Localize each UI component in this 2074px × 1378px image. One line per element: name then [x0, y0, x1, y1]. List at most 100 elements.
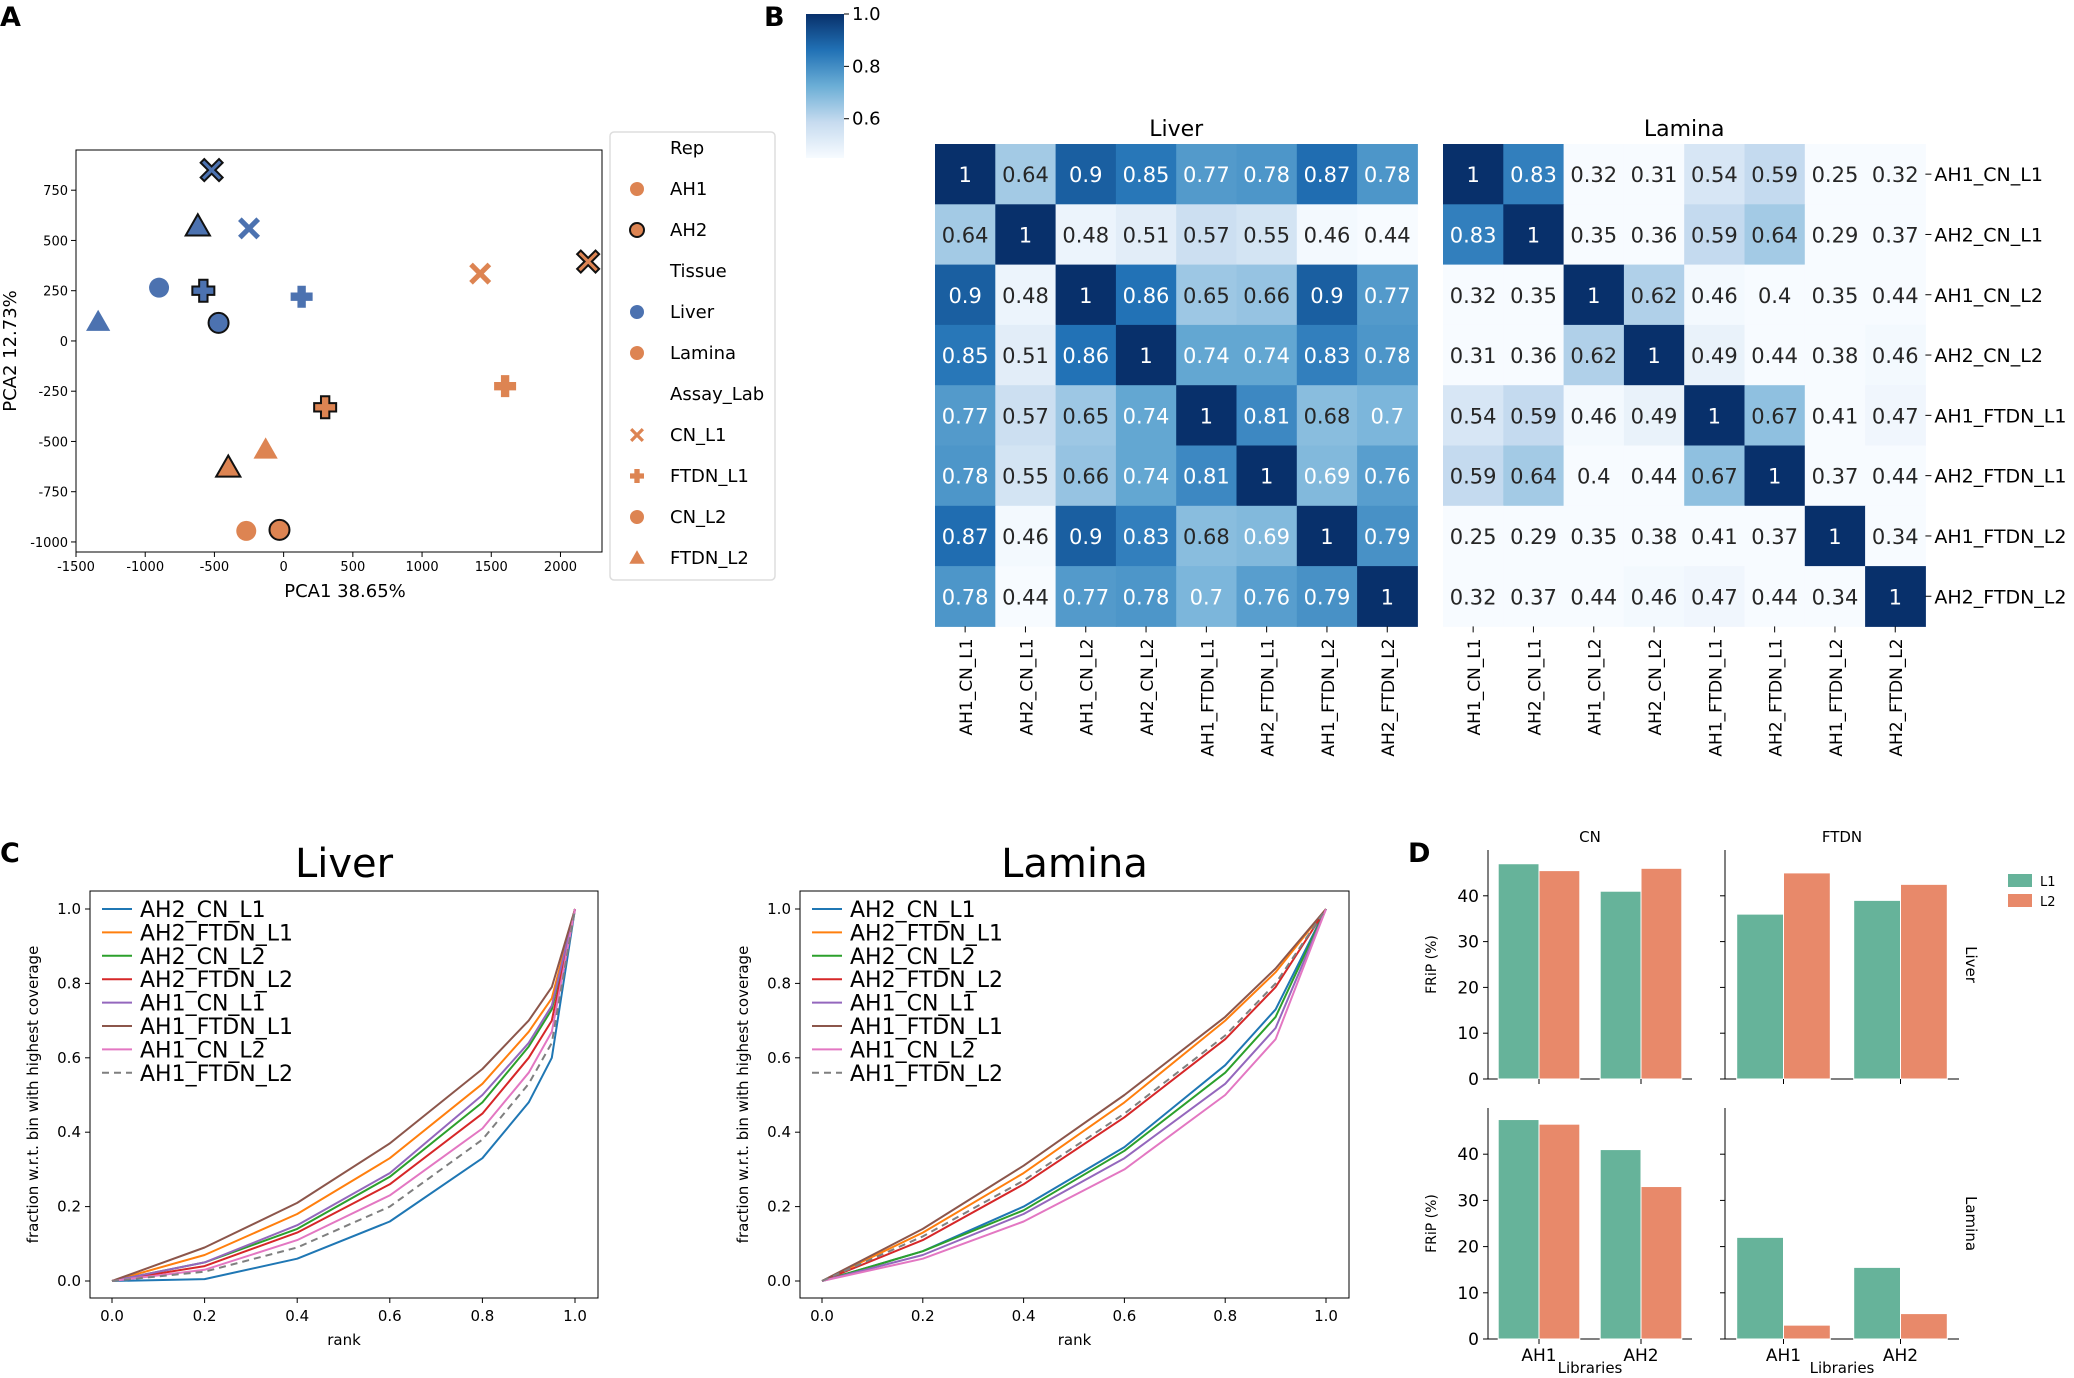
- heatmap-value: 0.83: [1123, 525, 1170, 549]
- y-tick-label: 0.8: [57, 974, 81, 992]
- heatmap-value: 0.49: [1631, 404, 1678, 428]
- y-tick-label: 0.4: [767, 1123, 791, 1141]
- heatmap-cell: [1115, 204, 1177, 266]
- heatmap-value: 0.81: [1183, 465, 1230, 489]
- row-label: AH1_CN_L2: [1934, 285, 2043, 307]
- x-tick-label: 1.0: [1314, 1307, 1338, 1325]
- legend-header: Rep: [670, 138, 704, 159]
- y-tick-label: 0.4: [57, 1123, 81, 1141]
- heatmap-value: 0.62: [1631, 284, 1678, 308]
- panel-label: D: [1408, 838, 1430, 869]
- x-tick-label: 2000: [544, 560, 577, 575]
- row-label: AH2_CN_L1: [1934, 224, 2043, 246]
- bar: [1497, 863, 1540, 1080]
- heatmap-value: 0.44: [1872, 284, 1919, 308]
- heatmap-cell: [1443, 204, 1504, 266]
- heatmap-value: 0.36: [1631, 223, 1678, 247]
- heatmap-cell: [1623, 324, 1685, 386]
- legend-marker: [630, 182, 644, 196]
- heatmap-value: 0.74: [1123, 404, 1170, 428]
- heatmap-value: 0.32: [1872, 163, 1919, 187]
- heatmap-value: 0.46: [1631, 585, 1678, 609]
- heatmap-cell: [935, 505, 996, 567]
- heatmap-cell: [1115, 385, 1177, 446]
- heatmap-cell: [1443, 144, 1504, 205]
- heatmap-value: 1: [1647, 344, 1660, 368]
- row-label: AH1_CN_L1: [1934, 164, 2043, 186]
- heatmap-cell: [1357, 324, 1418, 386]
- y-tick-label: 0.2: [767, 1198, 791, 1216]
- heatmap-value: 0.64: [1002, 163, 1049, 187]
- heatmap-value: 0.31: [1450, 344, 1497, 368]
- series-line: [111, 908, 576, 1282]
- heatmap-cell: [1865, 204, 1926, 266]
- heatmap-cell: [1115, 144, 1177, 205]
- scatter-point: [183, 212, 212, 237]
- bar: [1783, 1324, 1831, 1340]
- panel-label: B: [764, 2, 785, 33]
- heatmap-cell: [1176, 385, 1237, 446]
- bar: [1900, 883, 1948, 1080]
- y-tick-label: 250: [43, 285, 68, 300]
- heatmap-cell: [1503, 445, 1565, 507]
- heatmap-value: 0.78: [1243, 163, 1290, 187]
- heatmap-value: 0.79: [1364, 525, 1411, 549]
- y-tick-label: 0.0: [767, 1272, 791, 1290]
- heatmap-value: 0.83: [1510, 163, 1557, 187]
- heatmap-cell: [1865, 324, 1926, 386]
- bar: [1900, 1313, 1948, 1340]
- bar: [1497, 1119, 1540, 1340]
- heatmap-cell: [1804, 445, 1866, 507]
- legend-label: AH1_FTDN_L1: [140, 1015, 293, 1040]
- y-tick-label: -500: [38, 435, 68, 450]
- heatmap-value: 1: [1889, 585, 1902, 609]
- legend-header: Assay_Lab: [670, 384, 764, 405]
- y-tick-label: 30: [1457, 933, 1479, 953]
- legend-label: AH1: [670, 179, 707, 200]
- heatmap-cell: [1503, 144, 1565, 205]
- heatmap-cell: [1296, 445, 1358, 507]
- heatmap-cell: [1443, 324, 1504, 386]
- heatmap-value: 0.87: [942, 525, 989, 549]
- y-tick-label: 0.2: [57, 1198, 81, 1216]
- heatmap-cell: [1684, 204, 1745, 266]
- heatmap-value: 0.69: [1304, 465, 1351, 489]
- heatmap-value: 0.32: [1450, 585, 1497, 609]
- bar: [1599, 890, 1642, 1080]
- scatter-point: [86, 309, 111, 331]
- facet-row-title: Lamina: [1962, 1196, 1980, 1251]
- legend-header: Tissue: [669, 261, 727, 282]
- heatmap-value: 1: [1320, 525, 1333, 549]
- heatmap-value: 0.59: [1450, 465, 1497, 489]
- colorbar: [806, 14, 844, 158]
- scatter-point: [268, 518, 291, 541]
- legend-label: AH2_FTDN_L2: [850, 968, 1003, 993]
- heatmap-cell: [1623, 144, 1685, 205]
- heatmap-cell: [1623, 566, 1685, 627]
- heatmap-cell: [1563, 566, 1625, 627]
- scatter-point: [469, 262, 492, 285]
- x-tick-label: 0.0: [810, 1307, 834, 1325]
- heatmap-value: 0.41: [1812, 404, 1859, 428]
- heatmap-cell: [1503, 505, 1565, 567]
- legend-swatch: [2008, 894, 2032, 907]
- heatmap-value: 0.81: [1243, 404, 1290, 428]
- heatmap-value: 0.65: [1183, 284, 1230, 308]
- heatmap-cell: [1296, 385, 1358, 446]
- col-label: AH1_CN_L1: [957, 638, 977, 735]
- heatmap-value: 0.86: [1062, 344, 1109, 368]
- heatmap-cell: [1744, 324, 1806, 386]
- heatmap-cell: [1744, 566, 1806, 627]
- facet-row-title: Liver: [1962, 946, 1980, 984]
- heatmap-cell: [995, 445, 1057, 507]
- heatmap-cell: [1055, 204, 1117, 266]
- heatmap-value: 1: [958, 163, 971, 187]
- heatmap-cell: [1865, 144, 1926, 205]
- heatmap-value: 0.34: [1812, 585, 1859, 609]
- y-tick-label: 0.0: [57, 1272, 81, 1290]
- heatmap-cell: [995, 324, 1057, 386]
- heatmap-cell: [1865, 445, 1926, 507]
- y-tick-label: 10: [1457, 1024, 1479, 1044]
- heatmap-cell: [1296, 144, 1358, 205]
